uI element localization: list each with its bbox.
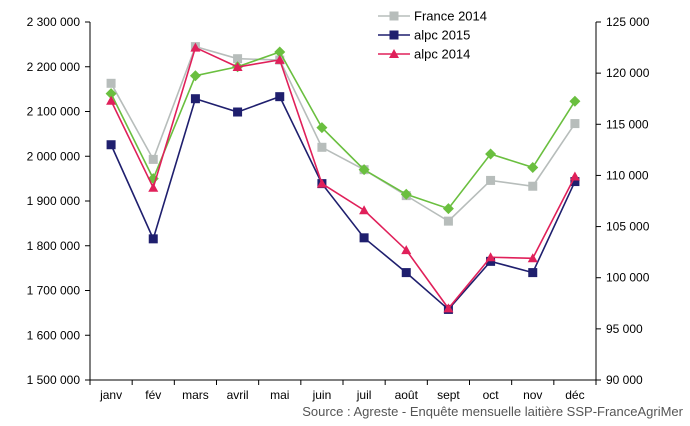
data-point	[569, 171, 580, 181]
data-point	[485, 148, 497, 160]
legend-swatch-marker	[389, 30, 399, 40]
data-point	[148, 154, 158, 164]
data-point	[443, 216, 453, 226]
left-axis-tick-label: 1 900 000	[27, 194, 81, 208]
legend-entry: alpc 2014	[414, 47, 470, 62]
data-point	[233, 107, 243, 117]
data-point	[233, 54, 243, 64]
right-axis-tick-label: 120 000	[606, 66, 650, 80]
data-point	[359, 205, 370, 215]
data-point	[443, 303, 454, 313]
legend-swatch-marker	[389, 49, 399, 58]
left-axis-tick-label: 1 500 000	[27, 373, 81, 387]
right-axis-tick-label: 110 000	[606, 168, 649, 182]
data-point	[528, 268, 538, 278]
left-axis-tick-label: 2 200 000	[27, 60, 81, 74]
data-point	[358, 164, 370, 176]
data-point	[401, 268, 411, 278]
x-axis-tick-label: fév	[145, 388, 161, 402]
data-point	[485, 252, 496, 262]
data-point	[442, 203, 454, 215]
data-point	[359, 233, 369, 243]
series-line	[110, 45, 576, 223]
x-axis-tick-label: oct	[483, 388, 500, 402]
left-axis-tick-label: 1 800 000	[27, 239, 81, 253]
source-note: Source : Agreste - Enquête mensuelle lai…	[302, 404, 683, 419]
data-point	[527, 253, 538, 263]
data-point	[106, 140, 116, 150]
legend: France 2014 alpc 2015 alpc 2014	[378, 9, 487, 62]
left-axis-tick-label: 2 300 000	[27, 15, 81, 29]
right-axis-tick-label: 95 000	[606, 322, 643, 336]
series-0	[106, 42, 580, 226]
data-point	[528, 181, 538, 191]
legend-swatch-marker	[389, 11, 399, 21]
data-point	[105, 88, 117, 100]
x-axis-tick-label: juil	[356, 388, 372, 402]
x-axis-tick-label: avril	[227, 388, 249, 402]
right-axis-tick-label: 115 000	[606, 117, 649, 131]
x-axis-tick-label: sept	[437, 388, 460, 402]
x-axis-tick-label: nov	[523, 388, 542, 402]
data-point	[274, 54, 285, 64]
series-line	[110, 95, 576, 311]
series-lines	[105, 42, 581, 314]
data-point	[570, 119, 580, 129]
legend-entry: France 2014	[414, 9, 487, 24]
series-line	[110, 51, 576, 210]
right-axis-tick-label: 100 000	[606, 271, 650, 285]
right-axis-tick-label: 125 000	[606, 15, 650, 29]
data-point	[190, 42, 201, 52]
legend-entry: alpc 2015	[414, 28, 470, 43]
x-axis-tick-label: mai	[270, 388, 289, 402]
data-point	[190, 94, 200, 104]
data-point	[275, 92, 285, 102]
data-point	[232, 62, 243, 72]
series-3	[106, 42, 580, 313]
x-axis-tick-label: déc	[565, 388, 584, 402]
data-point	[569, 95, 581, 107]
data-point	[148, 182, 159, 192]
data-point	[189, 70, 201, 82]
series-line	[110, 46, 576, 310]
data-point	[527, 161, 539, 173]
data-point	[316, 178, 327, 188]
data-point	[316, 122, 328, 134]
axes: 1 500 000 1 600 000 1 700 000 1 800 000 1 90…	[27, 15, 650, 402]
x-axis-tick-label: août	[395, 388, 419, 402]
left-axis-tick-label: 1 600 000	[27, 328, 81, 342]
x-axis-tick-label: juin	[312, 388, 332, 402]
data-point	[400, 188, 412, 200]
x-axis-tick-label: janv	[99, 388, 122, 402]
series-2	[106, 92, 580, 314]
data-point	[401, 245, 412, 255]
left-axis-tick-label: 2 000 000	[27, 149, 81, 163]
data-point	[317, 142, 327, 152]
right-axis-tick-label: 90 000	[606, 373, 643, 387]
left-axis-tick-label: 1 700 000	[27, 284, 81, 298]
data-point	[486, 175, 496, 185]
series-1	[105, 46, 581, 215]
left-axis-tick-label: 2 100 000	[27, 105, 81, 119]
x-axis-tick-label: mars	[182, 388, 209, 402]
data-point	[486, 256, 496, 266]
data-point	[106, 78, 116, 88]
data-point	[570, 177, 580, 187]
data-point	[106, 95, 117, 105]
data-point	[274, 46, 286, 58]
data-point	[148, 234, 158, 244]
right-axis-tick-label: 105 000	[606, 220, 650, 234]
